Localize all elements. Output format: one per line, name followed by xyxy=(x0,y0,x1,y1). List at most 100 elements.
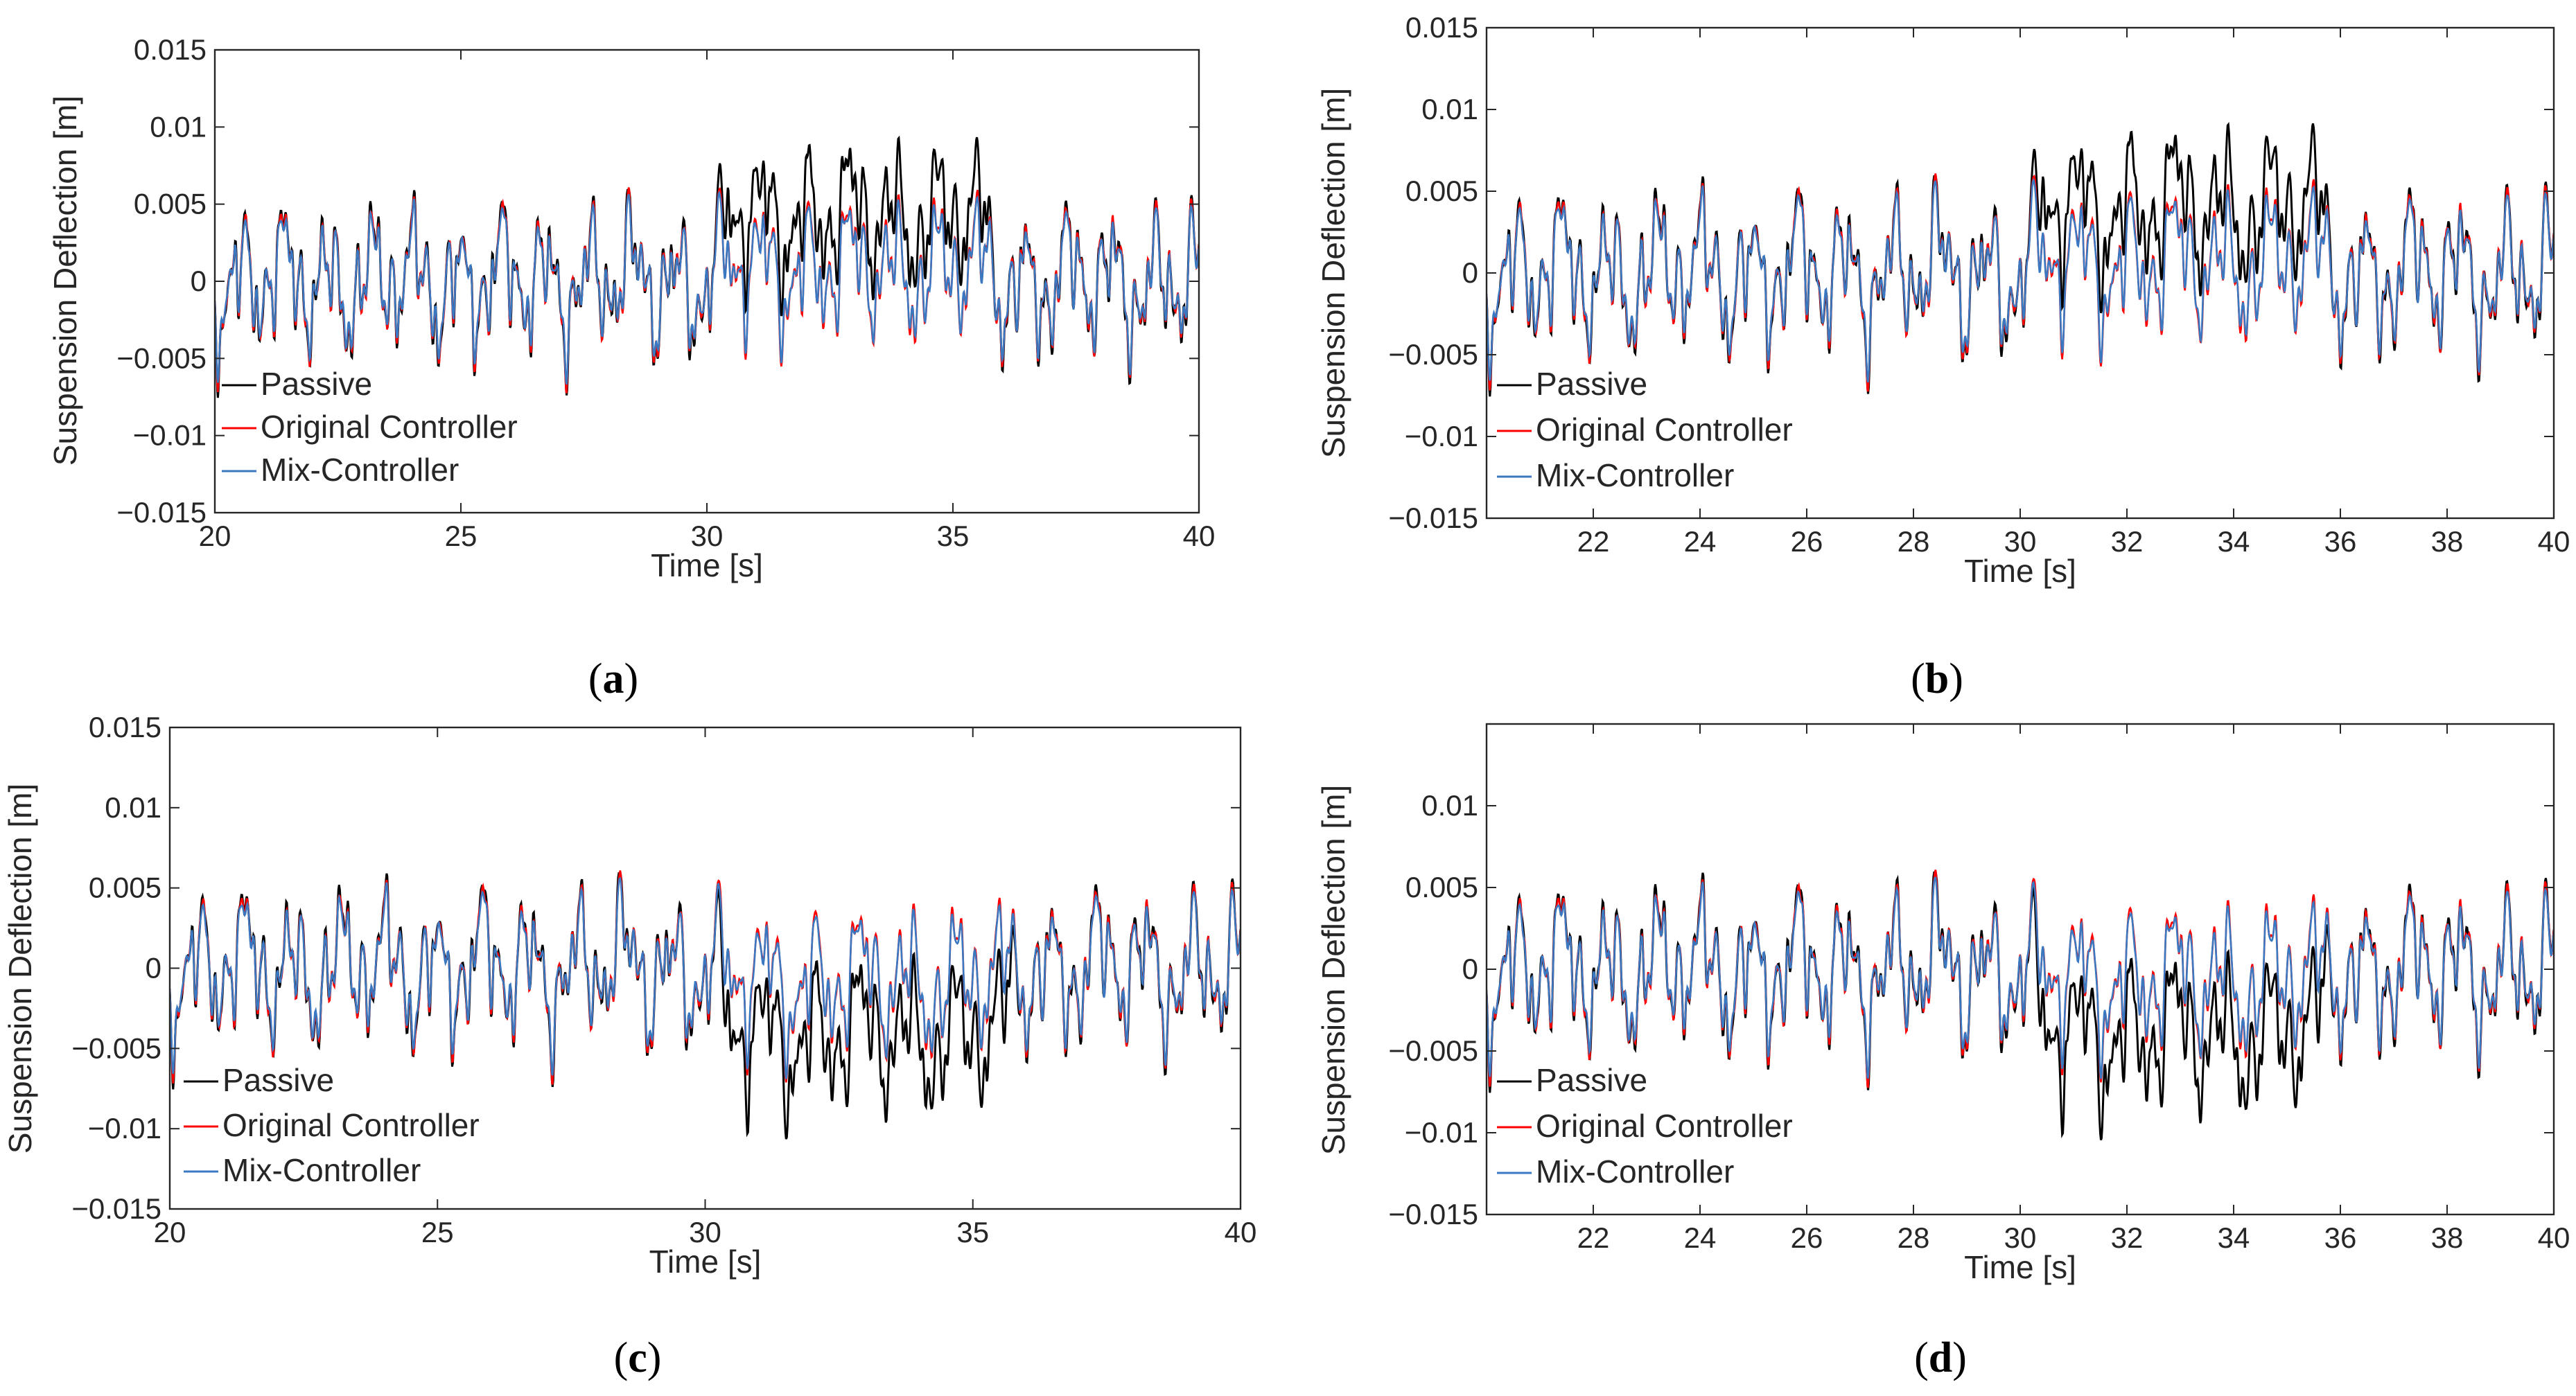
y-tick-label: −0.01 xyxy=(133,419,207,452)
chart-a-svg: 20 25 30 35 40 −0.015 −0.01 −0.005 0 0.005 0.01 0.0… xyxy=(47,33,1216,583)
y-axis-label: Suspension Deflection [m] xyxy=(1315,88,1351,458)
series-line-original-controller xyxy=(1487,173,2554,392)
legend-label: Passive xyxy=(261,366,372,402)
x-axis-label: Time [s] xyxy=(649,1244,762,1280)
y-axis-label: Suspension Deflection [m] xyxy=(47,96,83,466)
x-tick-label: 30 xyxy=(2004,1221,2037,1254)
y-tick-label: −0.005 xyxy=(116,342,207,374)
x-tick-label: 34 xyxy=(2218,1221,2250,1254)
series-line-passive xyxy=(170,872,1241,1140)
x-tick-label: 35 xyxy=(956,1216,989,1248)
series-line-mix-controller xyxy=(1487,177,2554,383)
legend-label: Original Controller xyxy=(222,1107,480,1143)
legend-label: Original Controller xyxy=(261,409,518,445)
x-tick-label: 20 xyxy=(154,1216,186,1248)
series-group xyxy=(215,135,1199,398)
x-tick-label: 28 xyxy=(1898,1221,1930,1254)
caption-c: (c) xyxy=(613,1334,662,1381)
y-tick-label: −0.005 xyxy=(1388,338,1478,371)
y-tick-label: −0.005 xyxy=(1388,1034,1478,1067)
legend-label: Original Controller xyxy=(1536,1108,1793,1144)
x-tick-label: 40 xyxy=(1225,1216,1257,1248)
y-tick-label: 0 xyxy=(191,265,207,297)
series-line-original-controller xyxy=(215,186,1199,394)
x-tick-label: 36 xyxy=(2324,525,2357,558)
legend-label: Passive xyxy=(222,1062,334,1098)
caption-a: (a) xyxy=(588,655,639,703)
x-tick-label: 24 xyxy=(1684,1221,1717,1254)
x-tick-label: 32 xyxy=(2111,1221,2144,1254)
x-tick-label: 28 xyxy=(1898,525,1930,558)
y-tick-label: 0.015 xyxy=(1405,11,1478,44)
x-tick-label: 32 xyxy=(2111,525,2144,558)
y-tick-label: −0.015 xyxy=(71,1192,161,1225)
x-tick-label: 40 xyxy=(2538,525,2570,558)
y-tick-label: 0.015 xyxy=(134,33,207,66)
x-axis-label: Time [s] xyxy=(1964,1249,2076,1285)
chart-c: 20 25 30 35 40 −0.015 −0.01 −0.005 0 0.005 0.01 0.0… xyxy=(0,693,1275,1316)
x-tick-label: 22 xyxy=(1577,525,1610,558)
y-tick-label: 0 xyxy=(146,952,161,984)
series-group xyxy=(1487,869,2554,1141)
legend-label: Original Controller xyxy=(1536,412,1793,448)
y-axis-label: Suspension Deflection [m] xyxy=(1315,785,1351,1155)
x-tick-label: 30 xyxy=(689,1216,721,1248)
legend-label: Mix-Controller xyxy=(1536,1154,1734,1190)
x-tick-label: 36 xyxy=(2324,1221,2357,1254)
y-tick-label: −0.015 xyxy=(1388,502,1478,534)
x-tick-label: 35 xyxy=(937,520,970,552)
legend-label: Mix-Controller xyxy=(222,1152,421,1188)
y-tick-label: −0.01 xyxy=(1405,1116,1478,1149)
series-line-mix-controller xyxy=(170,876,1241,1079)
x-tick-label: 25 xyxy=(445,520,477,552)
x-tick-label: 40 xyxy=(1183,520,1216,552)
x-tick-label: 25 xyxy=(421,1216,454,1248)
caption-d: (d) xyxy=(1914,1334,1967,1381)
x-tick-label: 26 xyxy=(1791,525,1823,558)
y-tick-label: 0.005 xyxy=(1405,871,1478,903)
x-tick-label: 26 xyxy=(1791,1221,1823,1254)
y-tick-label: 0.015 xyxy=(89,711,161,743)
y-tick-label: 0.005 xyxy=(89,872,161,904)
x-axis-label: Time [s] xyxy=(1964,553,2076,589)
y-tick-label: 0.01 xyxy=(150,110,207,143)
y-tick-label: 0.005 xyxy=(1405,175,1478,207)
y-tick-label: 0 xyxy=(1462,953,1478,985)
series-group xyxy=(1487,122,2554,397)
x-tick-label: 38 xyxy=(2431,1221,2464,1254)
y-tick-label: −0.01 xyxy=(1405,420,1478,452)
series-line-mix-controller xyxy=(1487,876,2554,1079)
chart-a: 20 25 30 35 40 −0.015 −0.01 −0.005 0 0.005 0.01 0.0… xyxy=(0,0,1247,610)
x-tick-label: 40 xyxy=(2538,1221,2570,1254)
y-tick-label: 0 xyxy=(1462,256,1478,289)
x-axis-label: Time [s] xyxy=(651,547,763,583)
x-tick-label: 30 xyxy=(691,520,724,552)
x-tick-label: 22 xyxy=(1577,1221,1610,1254)
caption-b: (b) xyxy=(1911,655,1963,703)
y-axis-label: Suspension Deflection [m] xyxy=(2,784,38,1154)
series-line-mix-controller xyxy=(215,190,1199,385)
y-tick-label: −0.005 xyxy=(71,1032,161,1064)
series-line-original-controller xyxy=(1487,869,2554,1088)
series-line-passive xyxy=(1487,871,2554,1141)
legend-label: Mix-Controller xyxy=(1536,457,1734,493)
x-tick-label: 38 xyxy=(2431,525,2464,558)
chart-c-svg: 20 25 30 35 40 −0.015 −0.01 −0.005 0 0.005 0.01 0.0… xyxy=(2,711,1257,1280)
y-tick-label: −0.015 xyxy=(116,496,207,529)
y-tick-label: 0.01 xyxy=(1421,789,1478,822)
y-tick-label: 0.005 xyxy=(134,188,207,220)
chart-b-svg: 22 24 26 28 30 32 34 36 38 40 −0.015 −0.01 −0.005 0 0.… xyxy=(1315,11,2570,589)
y-tick-label: 0.01 xyxy=(1421,93,1478,125)
chart-b: 22 24 26 28 30 32 34 36 38 40 −0.015 −0.01 −0.005 0 0.… xyxy=(1289,0,2576,624)
y-tick-label: −0.015 xyxy=(1388,1198,1478,1230)
series-group xyxy=(170,870,1241,1140)
chart-d-svg: 22 24 26 28 30 32 34 36 38 40 −0.015 −0.01 −0.005 0 0.… xyxy=(1315,723,2570,1285)
legend-label: Mix-Controller xyxy=(261,452,459,488)
x-tick-label: 34 xyxy=(2218,525,2250,558)
chart-d: 22 24 26 28 30 32 34 36 38 40 −0.015 −0.01 −0.005 0 0.… xyxy=(1289,693,2576,1316)
x-tick-label: 24 xyxy=(1684,525,1717,558)
y-tick-label: 0.01 xyxy=(105,791,161,824)
legend-label: Passive xyxy=(1536,1062,1647,1098)
x-tick-label: 30 xyxy=(2004,525,2037,558)
x-tick-label: 20 xyxy=(199,520,231,552)
